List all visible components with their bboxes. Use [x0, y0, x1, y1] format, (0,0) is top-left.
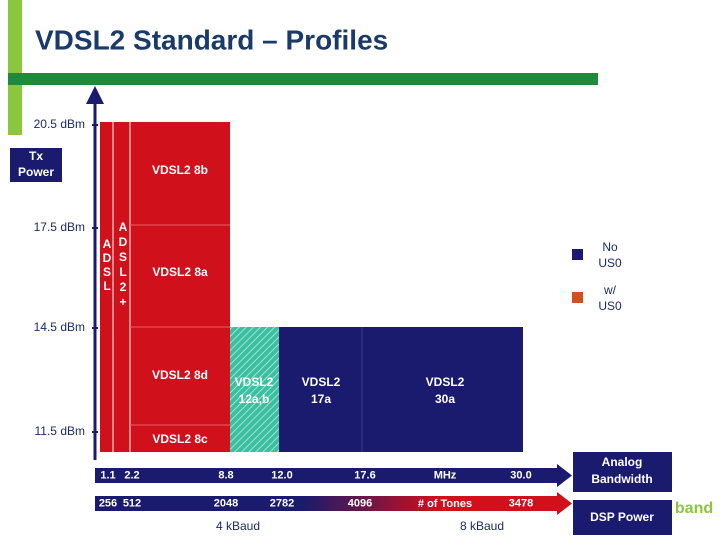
block-label: A — [103, 237, 112, 251]
legend-label: w/ — [603, 283, 617, 297]
analog-bandwidth-label: Bandwidth — [591, 472, 652, 486]
block-label: VDSL2 — [235, 375, 274, 389]
baud-label: 4 kBaud — [216, 519, 260, 533]
block-label: L — [103, 279, 110, 293]
y-tick-label: 14.5 dBm — [34, 320, 85, 334]
dsp-power-label: DSP Power — [590, 510, 654, 524]
tones-tick-label: 2048 — [214, 497, 238, 509]
freq-tick-label: 8.8 — [218, 469, 233, 481]
block-label: VDSL2 8d — [152, 368, 208, 382]
block-label: VDSL2 8b — [152, 163, 208, 177]
block-label: 12a,b — [239, 392, 270, 406]
tx-power-box — [10, 148, 62, 182]
legend-label: US0 — [598, 299, 622, 313]
block-label: S — [103, 265, 111, 279]
tx-power-label: Power — [18, 165, 54, 179]
accent-bar — [8, 0, 22, 135]
block-label: VDSL2 8c — [152, 432, 208, 446]
block-label: + — [119, 295, 126, 309]
block-label: D — [119, 235, 128, 249]
freq-tick-label: 30.0 — [510, 469, 531, 481]
title: VDSL2 Standard – Profiles — [35, 24, 388, 55]
title-rule — [8, 73, 598, 85]
arrow-head — [557, 492, 572, 515]
block — [100, 122, 230, 452]
y-tick-label: 17.5 dBm — [34, 220, 85, 234]
tones-tick-label: 256 — [99, 497, 117, 509]
freq-unit: MHz — [434, 469, 457, 481]
tones-tick-label: 4096 — [348, 497, 372, 509]
freq-tick-label: 2.2 — [124, 469, 139, 481]
block-label: 17a — [311, 392, 331, 406]
block — [230, 327, 279, 452]
legend-swatch — [572, 292, 583, 303]
block — [279, 327, 523, 452]
block-label: 30a — [435, 392, 455, 406]
block-label: A — [119, 220, 128, 234]
y-tick-label: 11.5 dBm — [35, 424, 85, 438]
analog-bandwidth-label: Analog — [602, 455, 643, 469]
logo: band — [675, 500, 713, 517]
tones-bar — [95, 496, 557, 511]
block-label: VDSL2 — [426, 375, 465, 389]
legend-swatch — [572, 249, 583, 260]
tones-tick-label: 2782 — [270, 497, 294, 509]
block-label: S — [119, 250, 127, 264]
dsp-power-box — [573, 500, 672, 535]
tx-power-label: Tx — [29, 149, 43, 163]
freq-tick-label: 1.1 — [100, 469, 115, 481]
block-label: VDSL2 — [302, 375, 341, 389]
legend-label: No — [602, 240, 618, 254]
block-label: D — [103, 251, 112, 265]
block-label: VDSL2 8a — [152, 265, 208, 279]
tones-tick-label: 512 — [123, 497, 141, 509]
freq-tick-label: 17.6 — [354, 469, 375, 481]
freq-bar — [95, 468, 557, 483]
tones-name: # of Tones — [418, 498, 472, 510]
analog-bandwidth-box — [573, 452, 672, 492]
y-tick-label: 20.5 dBm — [34, 117, 85, 131]
block-label: 2 — [120, 280, 127, 294]
arrow-head — [557, 464, 572, 487]
block-label: L — [119, 265, 126, 279]
legend-label: US0 — [598, 256, 622, 270]
freq-tick-label: 12.0 — [271, 469, 292, 481]
tones-tick-label: 3478 — [509, 497, 533, 509]
baud-label: 8 kBaud — [460, 519, 504, 533]
